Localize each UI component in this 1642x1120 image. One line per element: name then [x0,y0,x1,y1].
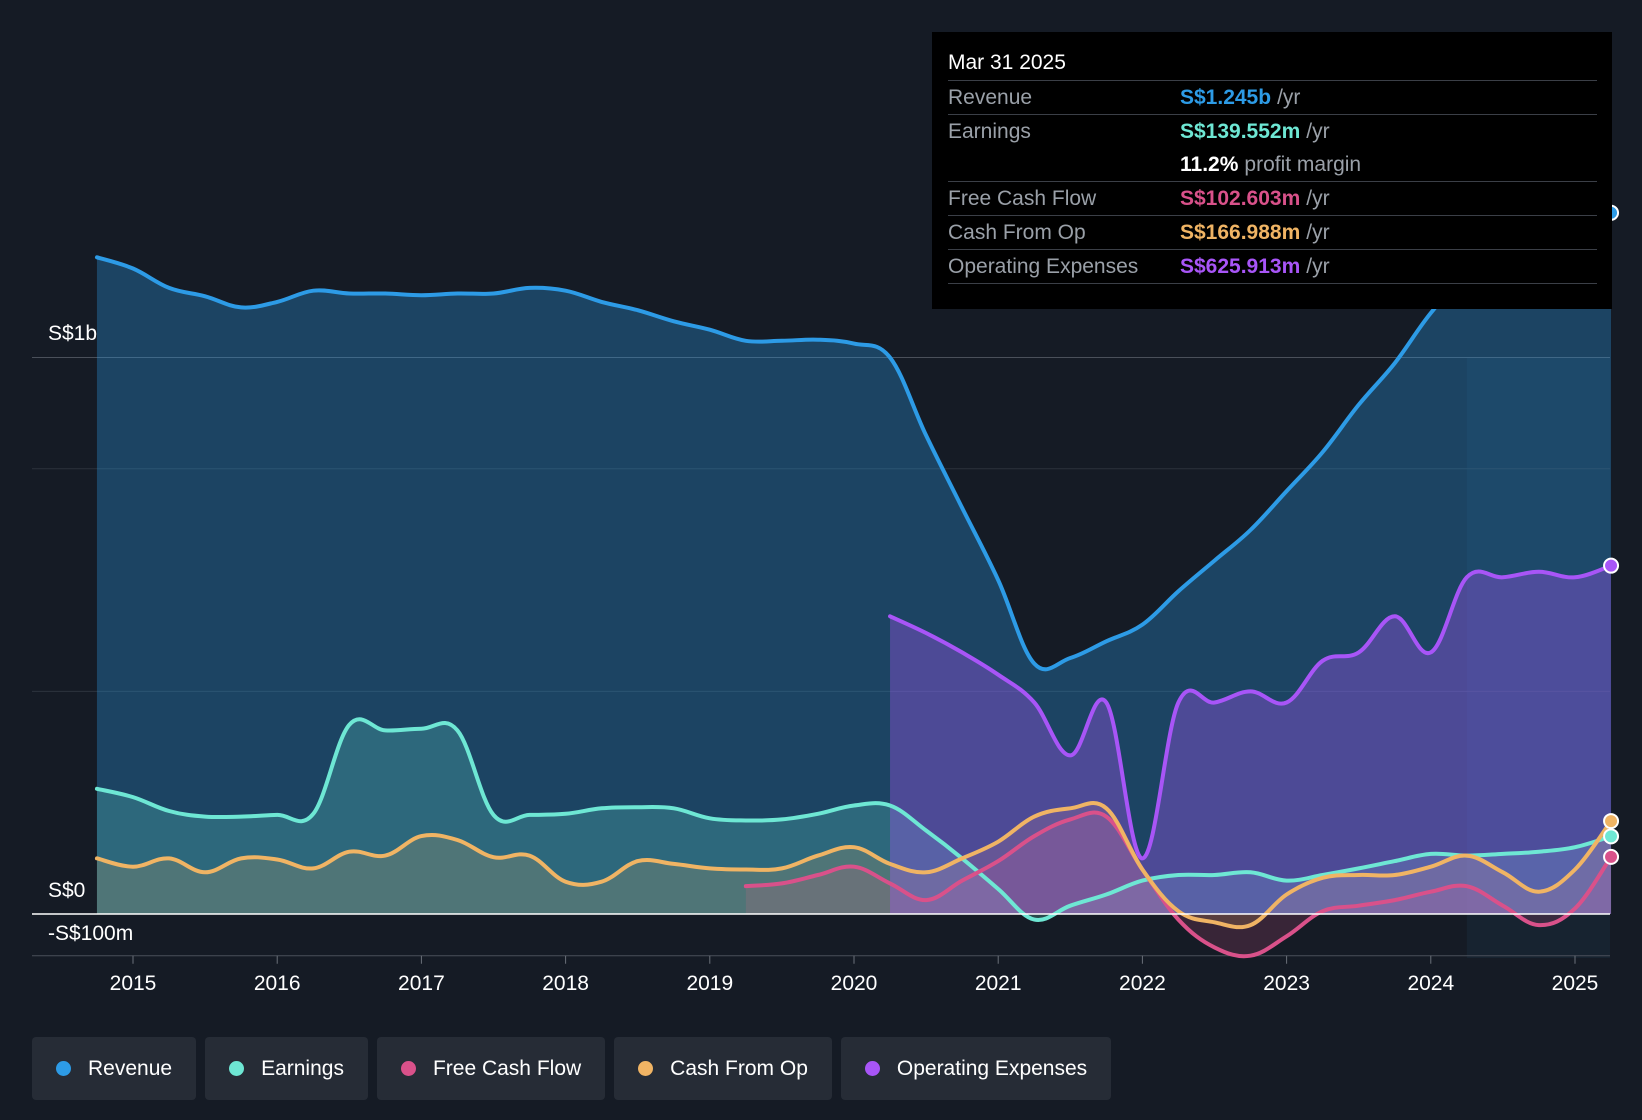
tooltip-label: Cash From Op [948,220,1086,244]
legend-dot-icon [400,1061,416,1076]
legend-label: Earnings [261,1056,344,1080]
line-earnings [94,717,1613,923]
tooltip-row-earnings: Earnings S$139.552m /yr [948,114,1597,148]
area-revenue [96,212,1612,915]
legend-dot-icon [864,1061,880,1076]
tooltip-label: Revenue [948,85,1033,109]
tooltip-date: Mar 31 2025 [948,51,1066,74]
legend-label: Operating Expenses [896,1056,1088,1080]
tooltip-label: Free Cash Flow [948,186,1097,210]
tooltip-value: S$1.245b [1180,85,1272,109]
tooltip-value: S$166.988m [1180,220,1301,244]
tooltip-row-operating-expenses: Operating Expenses S$625.913m /yr [948,249,1597,284]
tooltip-unit: /yr [1306,119,1330,143]
line-cash-from-op [94,801,1613,930]
legend-dot-icon [56,1061,71,1076]
y-axis-label-bottom: -S$100m [48,922,133,945]
legend-item-revenue[interactable]: Revenue [32,1037,197,1100]
line-operating-expenses [888,563,1613,861]
x-tick-label: 2022 [1119,972,1166,995]
tooltip-unit: /yr [1306,254,1330,278]
tooltip-unit: /yr [1306,220,1330,244]
legend-item-earnings[interactable]: Earnings [205,1037,368,1100]
x-tick-label: 2019 [686,972,733,995]
x-tick-label: 2021 [975,972,1022,995]
x-tick-label: 2016 [254,972,301,995]
endpoint-operating-expenses [1603,557,1620,574]
legend-item-operating-expenses[interactable]: Operating Expenses [840,1037,1112,1100]
endpoint-cash-from-op [1603,813,1620,830]
legend-label: Cash From Op [670,1056,808,1080]
x-tick-label: 2015 [110,972,157,995]
tooltip-panel: Mar 31 2025 Revenue S$1.245b /yr Earning… [932,32,1612,309]
tooltip-value: S$625.913m [1180,254,1301,278]
line-revenue [94,210,1613,672]
endpoint-free-cash-flow [1603,848,1620,865]
y-axis-label-top: S$1b [48,322,97,345]
x-tick-label: 2024 [1407,972,1454,995]
tooltip-unit: /yr [1306,186,1330,210]
tooltip-unit: profit margin [1244,152,1362,176]
tooltip-row-revenue: Revenue S$1.245b /yr [948,80,1597,114]
x-tick-label: 2018 [542,972,589,995]
tooltip-row-profit-margin: 11.2% profit margin [948,148,1597,181]
y-axis-label-zero: S$0 [48,879,85,902]
x-tick-label: 2023 [1263,972,1310,995]
tooltip-value: 11.2% [1180,152,1239,176]
series-lines [32,210,1613,959]
x-tick-label: 2017 [398,972,445,995]
line-free-cash-flow [743,810,1613,959]
endpoint-earnings [1603,828,1620,845]
tooltip-label: Earnings [948,119,1031,143]
tooltip-row-cash-from-op: Cash From Op S$166.988m /yr [948,215,1597,249]
legend-label: Free Cash Flow [432,1056,582,1080]
tooltip-value: S$102.603m [1180,186,1301,210]
grid [32,357,1610,957]
tooltip-unit: /yr [1277,85,1301,109]
legend-label: Revenue [88,1056,173,1080]
legend: Revenue Earnings Free Cash Flow Cash Fro… [32,1037,1120,1100]
legend-item-free-cash-flow[interactable]: Free Cash Flow [376,1037,606,1100]
legend-item-cash-from-op[interactable]: Cash From Op [614,1037,832,1100]
legend-dot-icon [638,1061,654,1076]
tooltip-row-free-cash-flow: Free Cash Flow S$102.603m /yr [948,181,1597,215]
area-earnings [96,719,1612,921]
x-tick-label: 2025 [1552,972,1599,995]
legend-dot-icon [229,1061,245,1076]
x-tick-label: 2020 [831,972,878,995]
tooltip-value: S$139.552m [1180,119,1301,143]
tooltip-label: Operating Expenses [948,254,1139,278]
x-axis-ticks: 2015 2016 2017 2018 2019 2020 2021 2022 2023 2024… [110,955,1599,995]
